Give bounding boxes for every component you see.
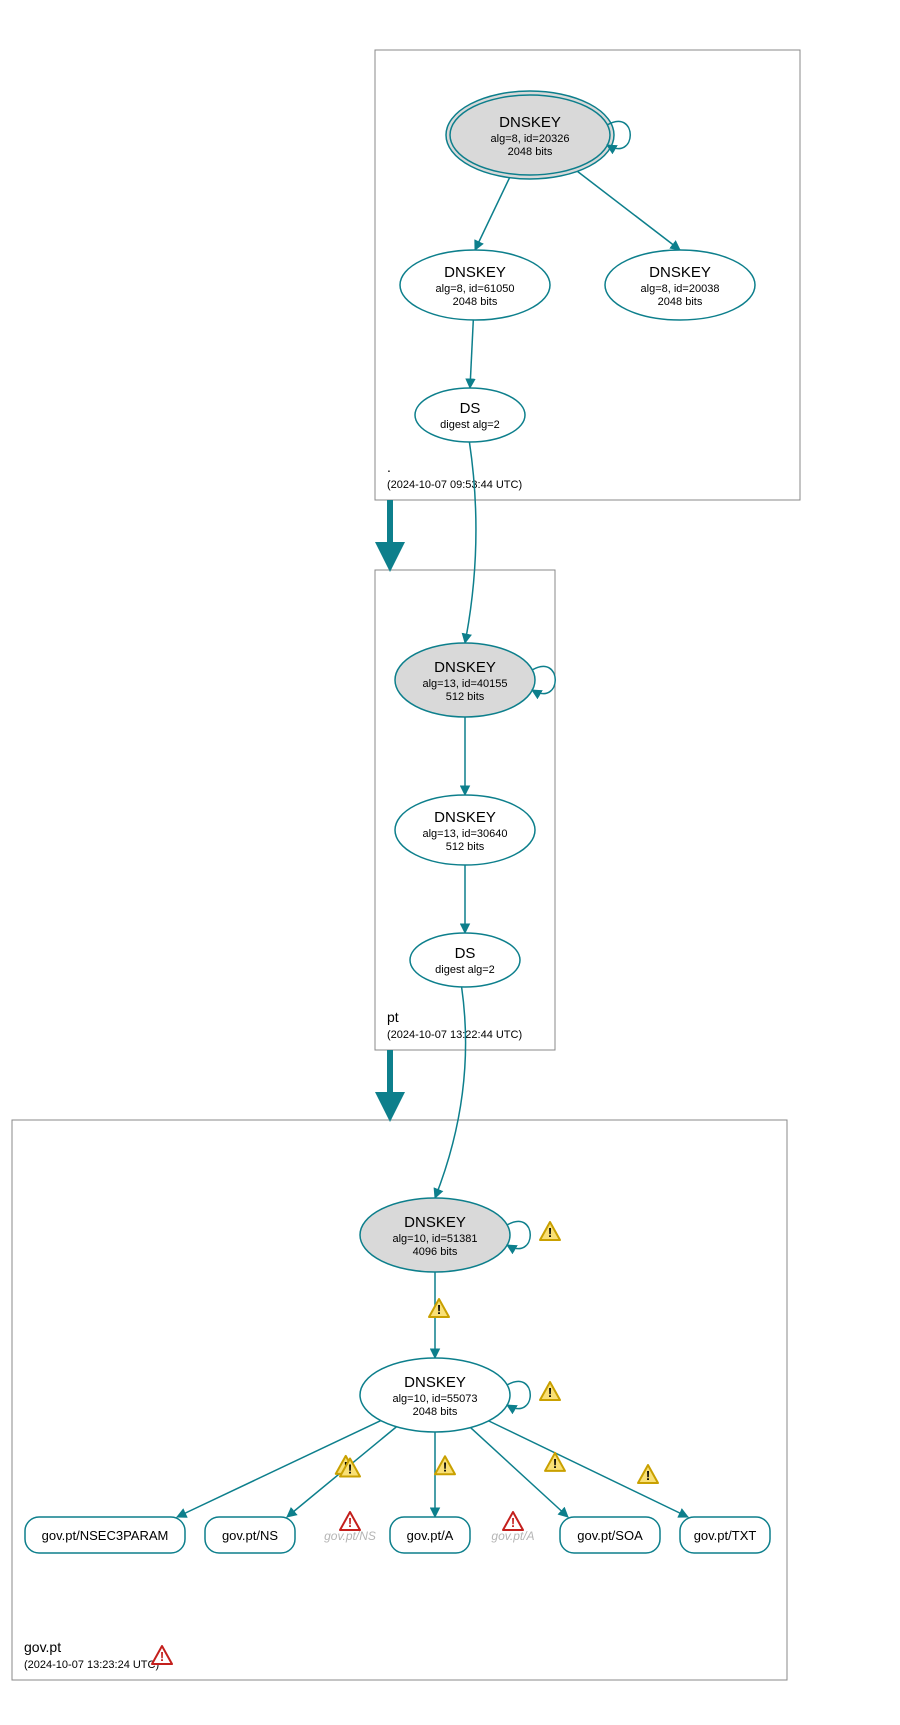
svg-text:digest alg=2: digest alg=2	[440, 419, 500, 431]
svg-text:2048 bits: 2048 bits	[413, 1406, 458, 1418]
svg-text:512 bits: 512 bits	[446, 691, 485, 703]
svg-text:DNSKEY: DNSKEY	[404, 1214, 466, 1231]
svg-text:alg=8, id=61050: alg=8, id=61050	[436, 283, 515, 295]
svg-text:gov.pt: gov.pt	[24, 1639, 61, 1655]
svg-text:!: !	[348, 1462, 352, 1477]
svg-text:!: !	[548, 1225, 552, 1240]
svg-text:!: !	[443, 1459, 447, 1474]
svg-text:DS: DS	[460, 400, 481, 417]
svg-text:alg=8, id=20038: alg=8, id=20038	[641, 283, 720, 295]
svg-text:2048 bits: 2048 bits	[453, 296, 498, 308]
svg-text:!: !	[646, 1468, 650, 1483]
svg-text:DNSKEY: DNSKEY	[434, 659, 496, 676]
svg-text:.: .	[387, 459, 391, 475]
svg-text:pt: pt	[387, 1009, 399, 1025]
svg-text:2048 bits: 2048 bits	[658, 296, 703, 308]
svg-text:alg=13, id=30640: alg=13, id=30640	[422, 828, 507, 840]
svg-text:DS: DS	[455, 945, 476, 962]
svg-text:gov.pt/NS: gov.pt/NS	[222, 1528, 278, 1543]
svg-text:gov.pt/NS: gov.pt/NS	[324, 1529, 376, 1543]
svg-text:alg=13, id=40155: alg=13, id=40155	[422, 678, 507, 690]
svg-text:(2024-10-07 13:22:44 UTC): (2024-10-07 13:22:44 UTC)	[387, 1029, 522, 1041]
svg-text:gov.pt/A: gov.pt/A	[407, 1528, 454, 1543]
svg-text:DNSKEY: DNSKEY	[434, 809, 496, 826]
svg-text:2048 bits: 2048 bits	[508, 146, 553, 158]
svg-text:!: !	[348, 1515, 352, 1530]
svg-text:gov.pt/TXT: gov.pt/TXT	[694, 1528, 757, 1543]
svg-text:!: !	[511, 1515, 515, 1530]
svg-text:alg=10, id=55073: alg=10, id=55073	[392, 1393, 477, 1405]
svg-text:alg=10, id=51381: alg=10, id=51381	[392, 1233, 477, 1245]
svg-text:!: !	[548, 1385, 552, 1400]
svg-text:gov.pt/NSEC3PARAM: gov.pt/NSEC3PARAM	[42, 1528, 169, 1543]
svg-text:gov.pt/SOA: gov.pt/SOA	[577, 1528, 643, 1543]
svg-text:DNSKEY: DNSKEY	[444, 264, 506, 281]
svg-text:DNSKEY: DNSKEY	[404, 1374, 466, 1391]
svg-text:DNSKEY: DNSKEY	[499, 114, 561, 131]
svg-text:!: !	[160, 1649, 164, 1664]
svg-text:(2024-10-07 09:53:44 UTC): (2024-10-07 09:53:44 UTC)	[387, 479, 522, 491]
svg-text:gov.pt/A: gov.pt/A	[491, 1529, 534, 1543]
svg-text:(2024-10-07 13:23:24 UTC): (2024-10-07 13:23:24 UTC)	[24, 1659, 159, 1671]
svg-text:!: !	[553, 1456, 557, 1471]
svg-text:alg=8, id=20326: alg=8, id=20326	[491, 133, 570, 145]
svg-text:4096 bits: 4096 bits	[413, 1246, 458, 1258]
svg-text:512 bits: 512 bits	[446, 841, 485, 853]
svg-text:!: !	[437, 1302, 441, 1317]
svg-text:digest alg=2: digest alg=2	[435, 964, 495, 976]
svg-text:DNSKEY: DNSKEY	[649, 264, 711, 281]
